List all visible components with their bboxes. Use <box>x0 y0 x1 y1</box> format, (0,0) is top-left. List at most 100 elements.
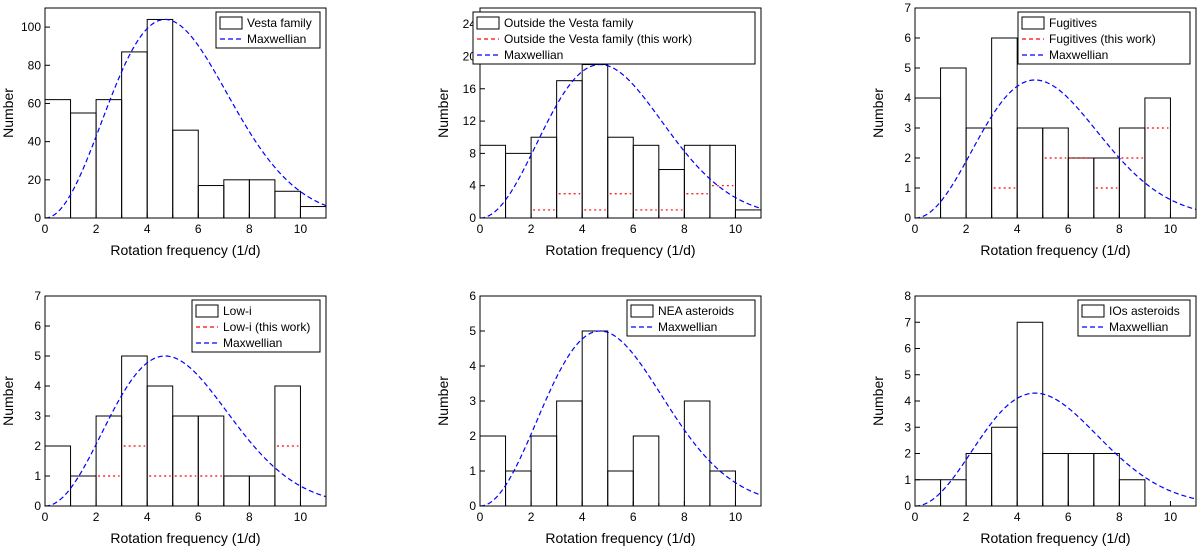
y-tick-label: 1 <box>904 473 911 487</box>
plot-frame <box>44 295 327 507</box>
y-tick-label: 2 <box>469 429 476 443</box>
x-tick-label: 0 <box>912 222 919 236</box>
y-tick-label: 1 <box>469 464 476 478</box>
y-tick-label: 3 <box>904 121 911 135</box>
legend-label: NEA asteroids <box>658 304 734 318</box>
histogram-bar <box>658 169 685 219</box>
histogram-bar <box>146 18 174 219</box>
x-tick-label: 8 <box>1116 510 1123 524</box>
legend-label: IOs asteroids <box>1109 304 1180 318</box>
legend-label: Outside the Vesta family (this work) <box>504 32 692 46</box>
histogram-bar <box>556 80 583 219</box>
y-tick-label: 4 <box>469 179 476 193</box>
y-tick-label: 7 <box>904 315 911 329</box>
y-axis-label: Number <box>435 88 451 138</box>
x-axis-label: Rotation frequency (1/d) <box>110 242 260 258</box>
histogram-bar <box>121 51 148 219</box>
histogram-bar <box>172 415 199 507</box>
histogram-bar <box>299 206 327 219</box>
histogram-bar <box>991 37 1018 219</box>
legend-swatch-histogram <box>1021 16 1045 30</box>
y-tick-label: 0 <box>34 211 41 225</box>
legend: Low-i Low-i (this work) Maxwellian <box>191 299 321 353</box>
x-tick-label: 2 <box>528 510 535 524</box>
x-tick-label: 2 <box>93 222 100 236</box>
y-tick-label: 80 <box>28 58 42 72</box>
legend-box <box>1017 11 1191 65</box>
histogram-bar <box>581 64 609 219</box>
y-tick-label: 2 <box>904 447 911 461</box>
histogram-bar <box>530 435 558 507</box>
x-tick-label: 10 <box>294 510 308 524</box>
x-tick-label: 6 <box>630 222 637 236</box>
legend-box <box>626 299 756 337</box>
y-tick-label: 0 <box>34 499 41 513</box>
x-tick-label: 10 <box>1164 222 1178 236</box>
histogram-bar <box>734 209 762 219</box>
maxwellian-curve <box>44 355 327 507</box>
histogram-bar <box>274 190 301 219</box>
x-axis-label: Rotation frequency (1/d) <box>980 242 1130 258</box>
y-tick-label: 12 <box>463 114 477 128</box>
histogram-bar <box>1016 127 1044 219</box>
x-tick-label: 4 <box>144 222 151 236</box>
plot-frame <box>914 7 1197 219</box>
x-tick-label: 0 <box>477 510 484 524</box>
x-tick-label: 6 <box>1065 510 1072 524</box>
x-tick-label: 0 <box>477 222 484 236</box>
histogram-bar <box>505 470 532 507</box>
histogram-bar <box>632 144 660 219</box>
legend: Vesta family Maxwellian <box>215 11 321 49</box>
histogram-bar <box>683 400 711 507</box>
histogram-bar <box>940 479 967 507</box>
plot-frame <box>479 7 762 219</box>
x-tick-label: 2 <box>528 222 535 236</box>
y-tick-label: 7 <box>904 1 911 15</box>
histogram-bar <box>248 475 276 507</box>
y-tick-label: 20 <box>28 173 42 187</box>
y-tick-label: 4 <box>34 379 41 393</box>
legend-label: Fugitives (this work) <box>1049 32 1156 46</box>
y-tick-label: 2 <box>34 439 41 453</box>
legend-label: Maxwellian <box>223 336 282 350</box>
legend-swatch-histogram <box>630 304 654 318</box>
legend-label: Maxwellian <box>1109 320 1168 334</box>
y-tick-label: 40 <box>28 135 42 149</box>
maxwellian-curve <box>479 330 762 507</box>
y-axis-label: Number <box>870 376 886 426</box>
histogram-bar <box>1067 157 1095 219</box>
maxwellian-curve <box>44 18 327 219</box>
x-axis-label: Rotation frequency (1/d) <box>545 530 695 546</box>
y-tick-label: 0 <box>469 211 476 225</box>
histogram-bar <box>607 136 634 219</box>
y-tick-label: 8 <box>469 146 476 160</box>
legend-label: Maxwellian <box>658 320 717 334</box>
histogram-bar <box>223 475 250 507</box>
histogram-bar <box>146 385 174 507</box>
legend-label: Maxwellian <box>1049 48 1108 62</box>
y-tick-label: 60 <box>28 96 42 110</box>
histogram-bar <box>44 99 72 219</box>
histogram-bar <box>1118 479 1146 507</box>
y-tick-label: 1 <box>34 469 41 483</box>
histogram-bar <box>1016 321 1044 507</box>
histogram-bar <box>223 179 250 219</box>
histogram-bar <box>556 400 583 507</box>
x-tick-label: 4 <box>1014 222 1021 236</box>
histogram-bar <box>1042 127 1069 219</box>
y-tick-label: 5 <box>904 61 911 75</box>
histogram-bar <box>991 426 1018 507</box>
histogram-bar <box>248 179 276 219</box>
y-tick-label: 3 <box>34 409 41 423</box>
histogram-bar <box>172 129 199 219</box>
maxwellian-curve <box>914 392 1197 507</box>
x-tick-label: 0 <box>42 510 49 524</box>
y-tick-label: 5 <box>904 368 911 382</box>
x-tick-label: 10 <box>294 222 308 236</box>
x-tick-label: 6 <box>1065 222 1072 236</box>
y-tick-label: 100 <box>21 20 41 34</box>
chart-panel-4: 0 2 4 6 8 10 0 1 2 3 4 5 6 7 Rotation frequency (1/d) N… <box>0 289 327 546</box>
histogram-bar <box>479 144 507 219</box>
x-tick-label: 6 <box>630 510 637 524</box>
